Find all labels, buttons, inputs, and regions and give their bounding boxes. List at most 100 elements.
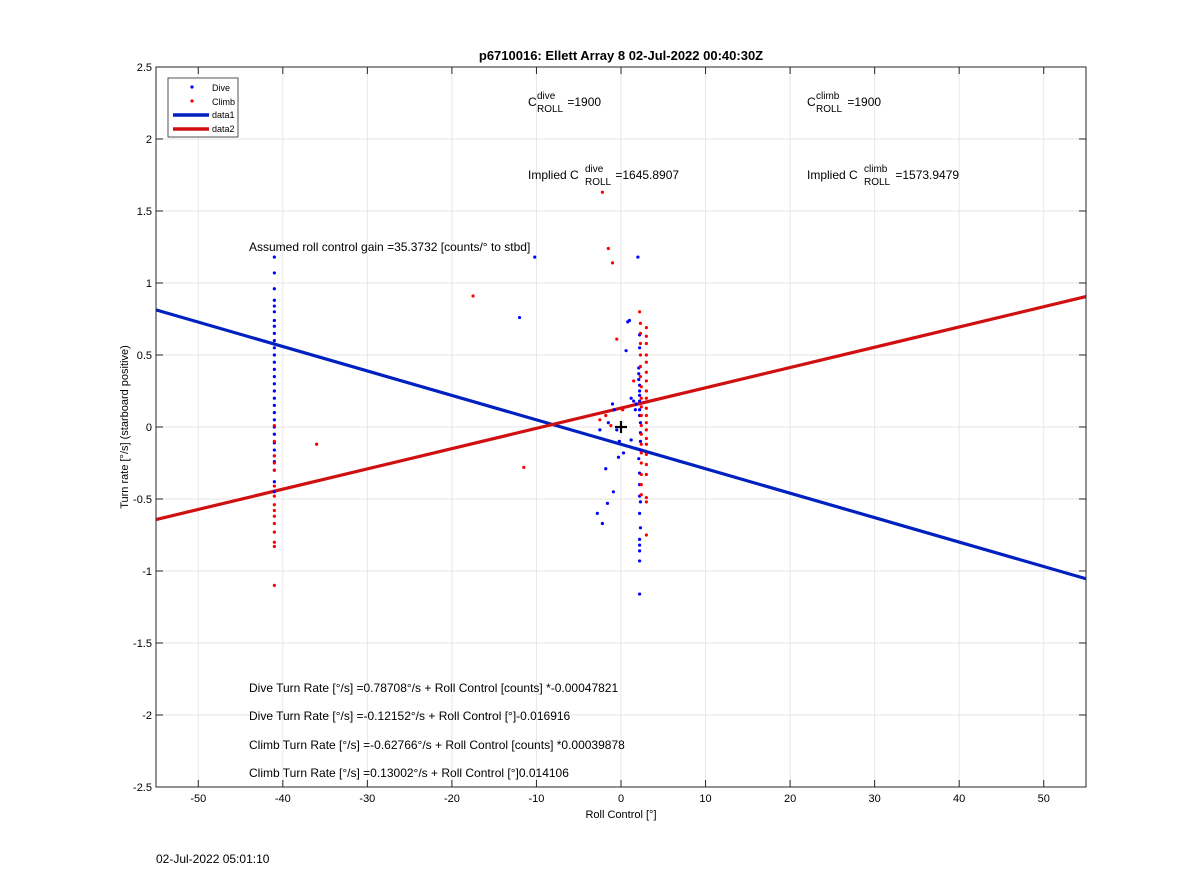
dive-point: [533, 255, 537, 259]
x-tick-label: -50: [190, 793, 206, 805]
c-roll-dive-annotation: Cdive ROLL =1900: [528, 91, 601, 115]
climb-point: [638, 353, 643, 357]
x-tick-label: 40: [953, 793, 965, 805]
fit-line-data2: [155, 294, 1087, 522]
climb-point: [639, 442, 643, 446]
dive-point: [598, 428, 602, 432]
dive-point: [638, 393, 642, 397]
climb-point: [644, 500, 648, 504]
dive-point: [272, 403, 276, 407]
dive-point: [272, 382, 276, 386]
fit-line-data1: [155, 308, 1087, 581]
climb-point: [272, 530, 276, 534]
dive-fit-counts-equation: Dive Turn Rate [°/s] =0.78708°/s + Roll …: [249, 681, 618, 695]
dive-point: [604, 467, 608, 471]
climb-point: [644, 353, 648, 357]
dive-point: [606, 421, 610, 425]
climb-point: [610, 261, 615, 265]
climb-point: [639, 413, 643, 418]
climb-point: [606, 246, 610, 251]
dive-point: [615, 428, 619, 432]
legend-dive-label: Dive: [212, 83, 230, 93]
climb-point: [644, 495, 648, 500]
climb-point: [272, 508, 276, 513]
climb-point: [644, 396, 648, 400]
dive-point: [272, 310, 276, 314]
climb-point: [638, 310, 642, 314]
climb-point: [604, 413, 608, 418]
dive-point: [638, 389, 642, 393]
climb-point: [644, 533, 648, 537]
dive-point: [610, 402, 615, 406]
dive-point: [272, 346, 276, 350]
climb-point: [609, 423, 613, 428]
climb-point: [644, 452, 648, 456]
dive-point: [638, 399, 642, 403]
dive-point: [638, 592, 642, 596]
climb-point: [644, 413, 648, 418]
y-tick-label: -1: [142, 566, 152, 578]
dive-point: [612, 408, 616, 412]
climb-point: [315, 442, 319, 446]
climb-point: [272, 521, 276, 526]
origin-cross-marker: [615, 421, 627, 433]
dive-point: [272, 318, 276, 323]
dive-point: [272, 480, 276, 484]
x-axis-label: Roll Control [°]: [585, 809, 656, 821]
dive-fit-degrees-equation: Dive Turn Rate [°/s] =-0.12152°/s + Roll…: [249, 709, 571, 723]
dive-point: [517, 315, 522, 320]
dive-point: [272, 339, 276, 343]
legend-climb-label: Climb: [212, 97, 235, 107]
climb-point: [272, 461, 276, 465]
legend-data1-label: data1: [212, 110, 235, 120]
dive-point: [638, 408, 642, 412]
climb-point: [471, 294, 475, 298]
x-tick-label: -40: [275, 793, 291, 805]
climb-point: [644, 341, 648, 346]
climb-point: [638, 331, 643, 335]
dive-point: [272, 432, 276, 436]
climb-point: [632, 379, 636, 383]
climb-point: [272, 468, 276, 472]
x-tick-label: -30: [359, 793, 375, 805]
dive-point: [272, 418, 276, 422]
climb-point: [272, 503, 276, 507]
climb-point: [600, 190, 605, 194]
climb-point: [644, 462, 648, 467]
dive-point: [272, 324, 276, 328]
climb-point: [644, 370, 648, 374]
climb-point: [272, 454, 276, 458]
climb-point: [272, 544, 276, 549]
climb-point: [639, 405, 643, 409]
dive-point: [638, 537, 642, 541]
chart-title: p6710016: Ellett Array 8 02-Jul-2022 00:…: [479, 48, 763, 63]
y-tick-label: -2.5: [133, 782, 152, 794]
climb-point: [639, 493, 643, 497]
climb-point: [638, 364, 643, 369]
climb-point: [272, 583, 276, 588]
dive-point: [629, 396, 633, 400]
climb-point: [644, 428, 648, 432]
climb-point: [272, 423, 276, 428]
x-tick-label: 50: [1038, 793, 1050, 805]
climb-point: [644, 442, 648, 446]
dive-point: [272, 396, 276, 400]
dive-point: [638, 439, 643, 443]
dive-point: [595, 511, 599, 515]
dive-point: [616, 455, 621, 459]
climb-point: [644, 360, 648, 364]
legend-box: [167, 77, 239, 138]
climb-point: [644, 472, 648, 477]
dive-point: [272, 490, 276, 494]
climb-point: [644, 389, 648, 393]
dive-point: [637, 372, 641, 376]
dive-point: [627, 318, 632, 323]
dive-point: [636, 255, 640, 259]
dive-point: [272, 360, 276, 364]
dive-point: [272, 271, 276, 275]
climb-point: [272, 514, 276, 518]
x-tick-label: 10: [699, 793, 711, 805]
climb-point: [272, 540, 276, 544]
